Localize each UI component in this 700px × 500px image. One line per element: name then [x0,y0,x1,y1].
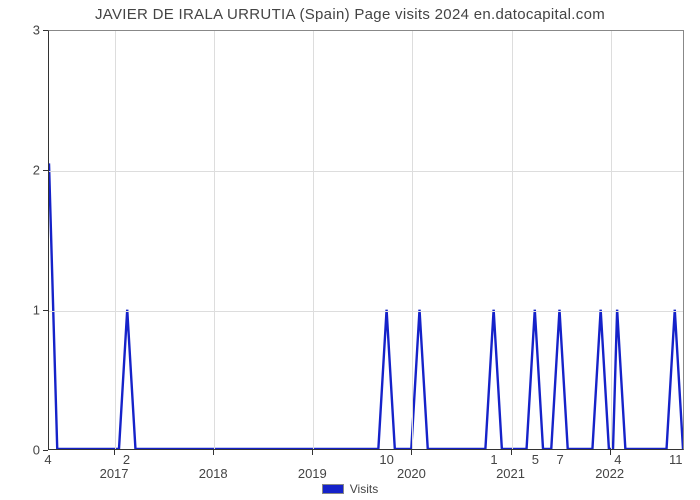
gridline-v [313,31,314,449]
gridline-v [611,31,612,449]
x-callout-label: 2 [123,452,130,467]
x-tick-mark [511,450,512,455]
y-tick-label: 1 [10,303,40,318]
gridline-h [49,171,683,172]
legend-swatch [322,484,344,494]
legend: Visits [0,481,700,496]
x-callout-label: 5 [532,452,539,467]
gridline-v [512,31,513,449]
chart-container: JAVIER DE IRALA URRUTIA (Spain) Page vis… [0,0,700,500]
x-tick-mark [312,450,313,455]
x-callout-label: 11 [669,452,683,467]
gridline-h [49,311,683,312]
chart-title: JAVIER DE IRALA URRUTIA (Spain) Page vis… [0,6,700,23]
gridline-v [214,31,215,449]
x-tick-label: 2018 [199,466,228,481]
x-tick-label: 2017 [100,466,129,481]
y-tick-mark [43,450,48,451]
x-tick-mark [411,450,412,455]
y-tick-label: 2 [10,163,40,178]
x-callout-label: 1 [490,452,497,467]
x-tick-label: 2022 [595,466,624,481]
y-tick-mark [43,30,48,31]
x-callout-label: 7 [556,452,563,467]
x-tick-mark [610,450,611,455]
visits-line [49,163,683,449]
plot-area [48,30,684,450]
y-tick-mark [43,310,48,311]
x-callout-label: 10 [379,452,393,467]
gridline-v [412,31,413,449]
legend-label: Visits [350,482,378,496]
x-tick-label: 2021 [496,466,525,481]
x-tick-label: 2020 [397,466,426,481]
y-tick-label: 3 [10,23,40,38]
y-tick-label: 0 [10,443,40,458]
y-tick-mark [43,170,48,171]
x-tick-mark [114,450,115,455]
x-callout-label: 4 [614,452,621,467]
x-callout-label: 4 [44,452,51,467]
line-series [49,31,683,449]
x-tick-label: 2019 [298,466,327,481]
x-tick-mark [213,450,214,455]
gridline-v [115,31,116,449]
